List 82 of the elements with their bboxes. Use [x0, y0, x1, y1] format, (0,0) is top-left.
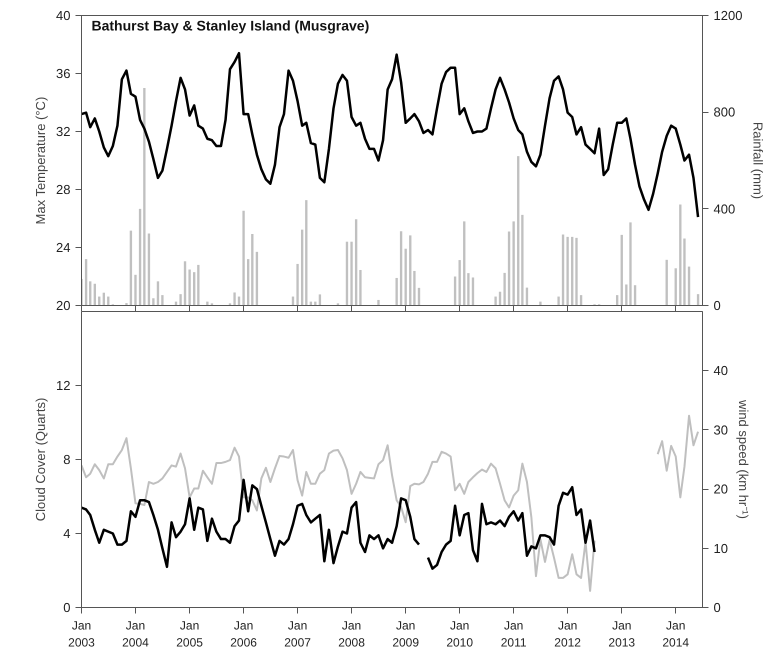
- bar: [512, 221, 515, 306]
- x-tick-label: Jan 2003: [68, 618, 96, 650]
- x-tick-label: Jan 2005: [176, 618, 204, 650]
- y-axis-title: Max Temperature (°C): [33, 96, 48, 225]
- bar: [84, 259, 88, 306]
- bar: [188, 269, 191, 306]
- bar: [395, 278, 398, 306]
- bar: [206, 302, 209, 306]
- y-tick-label: 4: [63, 526, 71, 541]
- bar: [616, 295, 618, 306]
- bar: [314, 302, 316, 306]
- y-tick-label: 40: [56, 8, 71, 23]
- bar: [517, 156, 520, 306]
- bar: [674, 268, 677, 306]
- y2-tick-label: 30: [714, 422, 728, 438]
- bar: [620, 234, 623, 306]
- bar: [539, 302, 542, 306]
- bar: [233, 292, 236, 306]
- bar: [571, 236, 574, 306]
- y-tick-label: 0: [63, 600, 71, 615]
- y-tick-label: 8: [63, 452, 71, 467]
- chart-title: Bathurst Bay & Stanley Island (Musgrave): [92, 18, 370, 34]
- bar: [94, 284, 96, 306]
- y2-tick-label: 1200: [714, 8, 742, 23]
- x-tick-label: Jan 2011: [500, 618, 527, 650]
- bar: [130, 230, 132, 306]
- bar: [666, 260, 668, 306]
- y-tick-label: 36: [56, 66, 71, 81]
- y2-axis-title: Rainfall (mm): [750, 122, 766, 200]
- x-tick-label: Jan 2004: [122, 618, 150, 650]
- bar: [409, 235, 412, 306]
- y2-tick-label: 400: [714, 201, 736, 216]
- bar: [251, 234, 254, 306]
- x-tick-label: Jan 2009: [392, 618, 420, 650]
- bar: [679, 204, 682, 306]
- bar: [305, 200, 308, 306]
- bar: [102, 292, 106, 306]
- y-tick-label: 28: [56, 182, 71, 197]
- y2-tick-label: 20: [714, 482, 728, 497]
- y2-axis-title: wind speed (km hr⁻¹): [736, 399, 751, 519]
- bar: [310, 302, 312, 306]
- x-tick-label: Jan 2012: [554, 618, 582, 650]
- bar: [566, 236, 569, 306]
- x-tick-label: Jan 2010: [446, 618, 474, 650]
- bar: [107, 296, 110, 306]
- y-tick-label: 24: [56, 240, 71, 255]
- bar: [179, 294, 182, 306]
- bar: [557, 296, 560, 306]
- y2-tick-label: 800: [714, 104, 736, 120]
- bar: [625, 284, 628, 306]
- bar: [354, 219, 358, 306]
- x-tick-label: Jan 2008: [338, 618, 366, 650]
- y2-tick-label: 40: [714, 363, 728, 378]
- bar: [463, 221, 466, 306]
- y-axis-title: Cloud Cover (Quarts): [33, 398, 48, 522]
- y2-tick-label: 0: [714, 298, 721, 313]
- bar: [98, 296, 100, 306]
- bar: [494, 296, 497, 306]
- bar: [242, 210, 245, 306]
- bar: [296, 264, 299, 306]
- y-tick-label: 32: [56, 124, 71, 139]
- bar: [161, 295, 164, 306]
- bar: [318, 294, 322, 306]
- line-series: [82, 52, 700, 218]
- bar: [143, 88, 146, 306]
- bar: [454, 276, 456, 306]
- bar: [580, 295, 582, 306]
- bar: [458, 260, 461, 306]
- bar: [404, 248, 407, 306]
- y2-tick-label: 10: [714, 540, 728, 556]
- y2-tick-label: 0: [714, 600, 721, 615]
- x-tick-label: Jan 2006: [230, 618, 258, 650]
- bar: [400, 231, 402, 306]
- bar: [503, 272, 506, 306]
- y-tick-label: 20: [56, 298, 71, 313]
- bar: [152, 298, 155, 306]
- x-tick-label: Jan 2013: [608, 618, 636, 650]
- x-tick-label: Jan 2014: [662, 618, 690, 650]
- y-tick-label: 12: [56, 378, 71, 393]
- x-tick-label: Jan 2007: [284, 618, 312, 650]
- bar: [256, 252, 258, 306]
- bar: [197, 264, 200, 306]
